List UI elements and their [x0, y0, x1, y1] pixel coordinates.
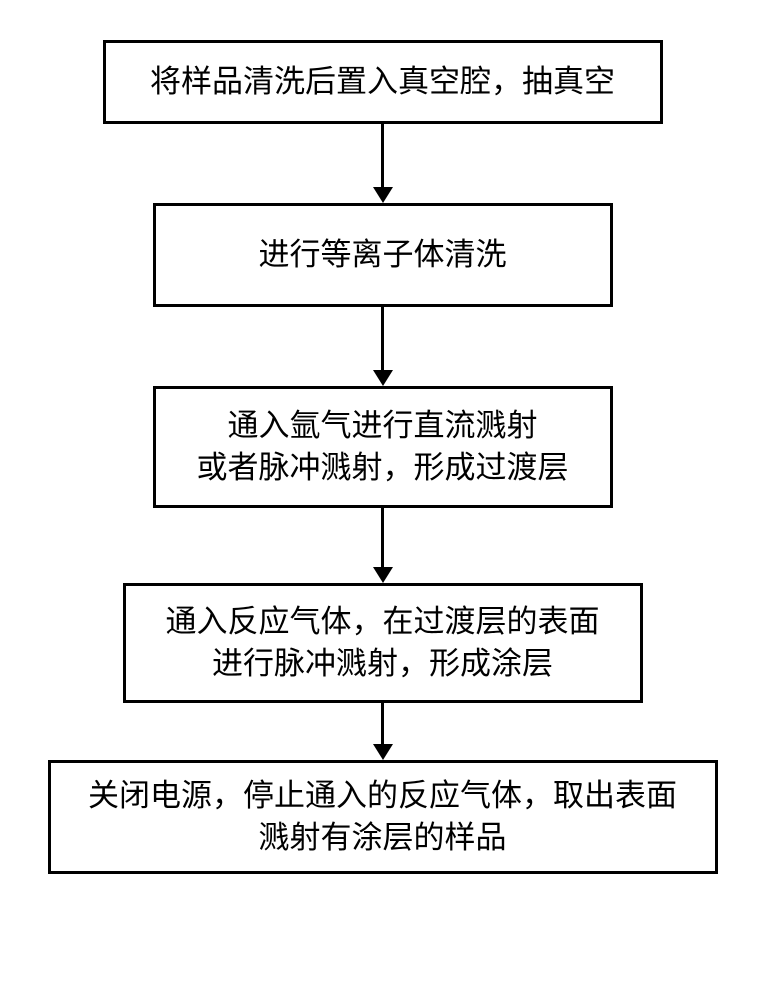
step-text-line: 溅射有涂层的样品	[259, 817, 507, 859]
arrow-head-icon	[373, 744, 393, 760]
flowchart-step-5: 关闭电源，停止通入的反应气体，取出表面溅射有涂层的样品	[48, 760, 718, 874]
step-text-line: 进行等离子体清洗	[259, 234, 507, 276]
arrow-head-icon	[373, 370, 393, 386]
flowchart-step-4: 通入反应气体，在过渡层的表面进行脉冲溅射，形成涂层	[123, 583, 643, 703]
arrow-line	[381, 124, 384, 188]
arrow-line	[381, 508, 384, 568]
arrow-line	[381, 307, 384, 371]
flowchart-arrow	[373, 124, 393, 203]
step-text-line: 关闭电源，停止通入的反应气体，取出表面	[88, 775, 677, 817]
process-flowchart: 将样品清洗后置入真空腔，抽真空进行等离子体清洗通入氩气进行直流溅射或者脉冲溅射，…	[0, 0, 765, 874]
step-text-line: 通入氩气进行直流溅射	[228, 405, 538, 447]
flowchart-step-2: 进行等离子体清洗	[153, 203, 613, 307]
flowchart-arrow	[373, 703, 393, 760]
flowchart-step-3: 通入氩气进行直流溅射或者脉冲溅射，形成过渡层	[153, 386, 613, 508]
flowchart-step-1: 将样品清洗后置入真空腔，抽真空	[103, 40, 663, 124]
flowchart-arrow	[373, 307, 393, 386]
step-text-line: 或者脉冲溅射，形成过渡层	[197, 447, 569, 489]
arrow-head-icon	[373, 567, 393, 583]
step-text-line: 通入反应气体，在过渡层的表面	[166, 601, 600, 643]
step-text-line: 将样品清洗后置入真空腔，抽真空	[150, 61, 615, 103]
arrow-head-icon	[373, 187, 393, 203]
step-text-line: 进行脉冲溅射，形成涂层	[212, 643, 553, 685]
flowchart-arrow	[373, 508, 393, 583]
arrow-line	[381, 703, 384, 745]
